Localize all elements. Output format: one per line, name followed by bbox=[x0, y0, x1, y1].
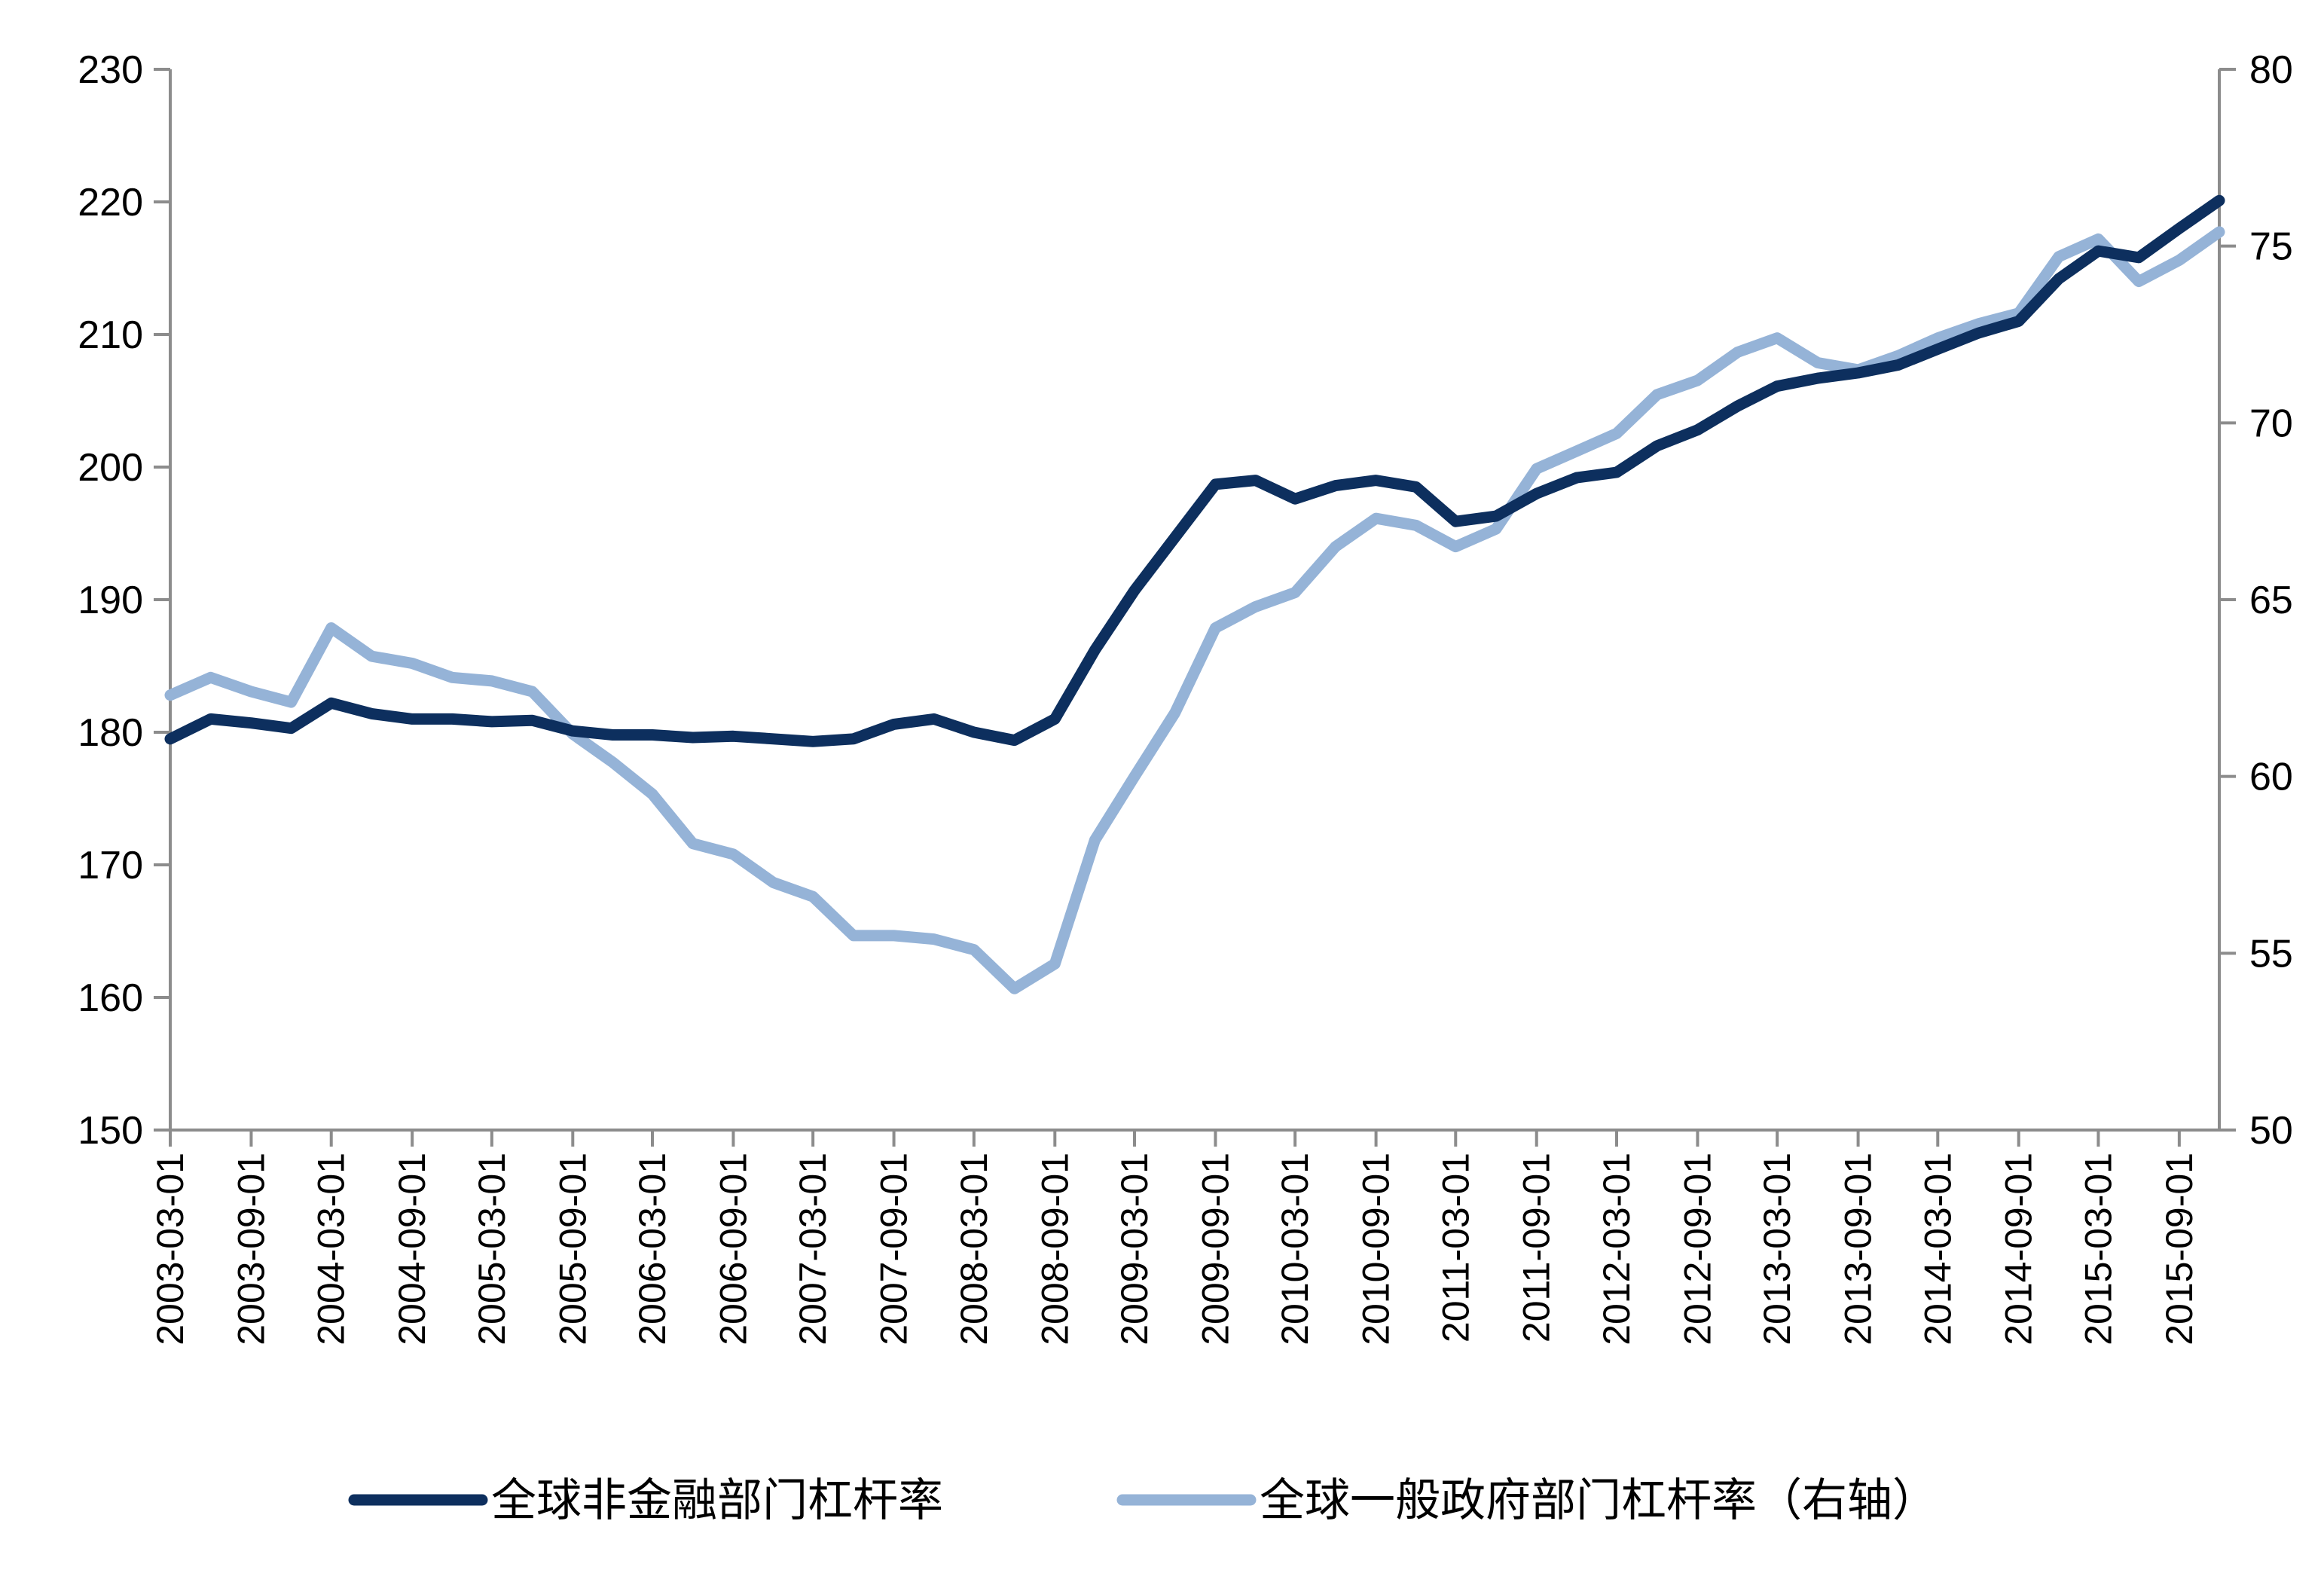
left-y-tick-label: 180 bbox=[78, 711, 143, 755]
x-tick-label: 2015-03-01 bbox=[2077, 1153, 2119, 1345]
right-y-tick-label: 70 bbox=[2249, 402, 2293, 445]
x-tick-label: 2011-09-01 bbox=[1516, 1153, 1558, 1342]
x-tick-label: 2012-03-01 bbox=[1596, 1153, 1638, 1345]
series-lines bbox=[164, 194, 2225, 994]
x-tick-label: 2009-09-01 bbox=[1194, 1153, 1236, 1345]
x-tick-label: 2006-09-01 bbox=[712, 1153, 754, 1345]
x-tick-label: 2010-03-01 bbox=[1274, 1153, 1316, 1345]
x-tick-label: 2009-03-01 bbox=[1113, 1153, 1156, 1345]
x-tick-label: 2011-03-01 bbox=[1434, 1153, 1477, 1342]
x-tick-label: 2012-09-01 bbox=[1676, 1153, 1718, 1345]
left-y-tick-label: 200 bbox=[78, 446, 143, 490]
right-y-tick-label: 75 bbox=[2249, 225, 2293, 269]
x-tick-label: 2005-03-01 bbox=[471, 1153, 513, 1345]
x-tick-label: 2013-09-01 bbox=[1837, 1153, 1880, 1345]
x-tick-label: 2010-09-01 bbox=[1355, 1153, 1397, 1345]
right-y-tick-label: 55 bbox=[2249, 932, 2293, 976]
x-tick-label: 2014-09-01 bbox=[1998, 1153, 2040, 1345]
left-y-tick-label: 210 bbox=[78, 313, 143, 357]
left-y-tick-label: 190 bbox=[78, 579, 143, 622]
right-y-tick-label: 65 bbox=[2249, 579, 2293, 622]
left-y-axis-ticks: 150 160 170 180 190 200 210 220 230 bbox=[78, 48, 170, 1153]
x-tick-label: 2013-03-01 bbox=[1756, 1153, 1798, 1345]
x-tick-label: 2015-09-01 bbox=[2158, 1153, 2200, 1345]
left-y-tick-label: 160 bbox=[78, 976, 143, 1020]
chart-legend: 全球非金融部门杠杆率 全球一般政府部门杠杆率（右轴） bbox=[348, 1475, 1938, 1526]
x-tick-label: 2007-03-01 bbox=[792, 1153, 834, 1345]
right-y-tick-label: 60 bbox=[2249, 756, 2293, 799]
chart-axes bbox=[169, 69, 2221, 1132]
legend-label-series-1: 全球非金融部门杠杆率 bbox=[491, 1475, 943, 1526]
left-y-tick-label: 150 bbox=[78, 1109, 143, 1153]
x-tick-label: 2003-03-01 bbox=[149, 1153, 191, 1345]
x-tick-label: 2006-03-01 bbox=[631, 1153, 673, 1345]
x-tick-label: 2005-09-01 bbox=[551, 1153, 594, 1345]
x-tick-label: 2004-03-01 bbox=[310, 1153, 353, 1345]
right-y-tick-label: 50 bbox=[2249, 1109, 2293, 1153]
x-tick-label: 2014-03-01 bbox=[1916, 1153, 1959, 1345]
x-axis-ticks: 2003-03-01 2003-09-01 2004-03-01 2004-09-01… bbox=[149, 1130, 2200, 1345]
right-y-axis-ticks: 50 55 60 65 70 75 80 bbox=[2219, 48, 2293, 1153]
right-y-tick-label: 80 bbox=[2249, 48, 2293, 92]
left-y-tick-label: 170 bbox=[78, 844, 143, 887]
x-tick-label: 2007-09-01 bbox=[873, 1153, 915, 1345]
x-tick-label: 2004-09-01 bbox=[391, 1153, 433, 1345]
x-tick-label: 2008-03-01 bbox=[953, 1153, 995, 1345]
x-tick-label: 2003-09-01 bbox=[230, 1153, 272, 1345]
left-y-tick-label: 220 bbox=[78, 181, 143, 224]
series-line-2 bbox=[164, 226, 2225, 994]
x-tick-label: 2008-09-01 bbox=[1034, 1153, 1076, 1345]
left-y-tick-label: 230 bbox=[78, 48, 143, 92]
legend-label-series-2: 全球一般政府部门杠杆率（右轴） bbox=[1260, 1475, 1938, 1526]
series-line-1 bbox=[164, 194, 2225, 747]
